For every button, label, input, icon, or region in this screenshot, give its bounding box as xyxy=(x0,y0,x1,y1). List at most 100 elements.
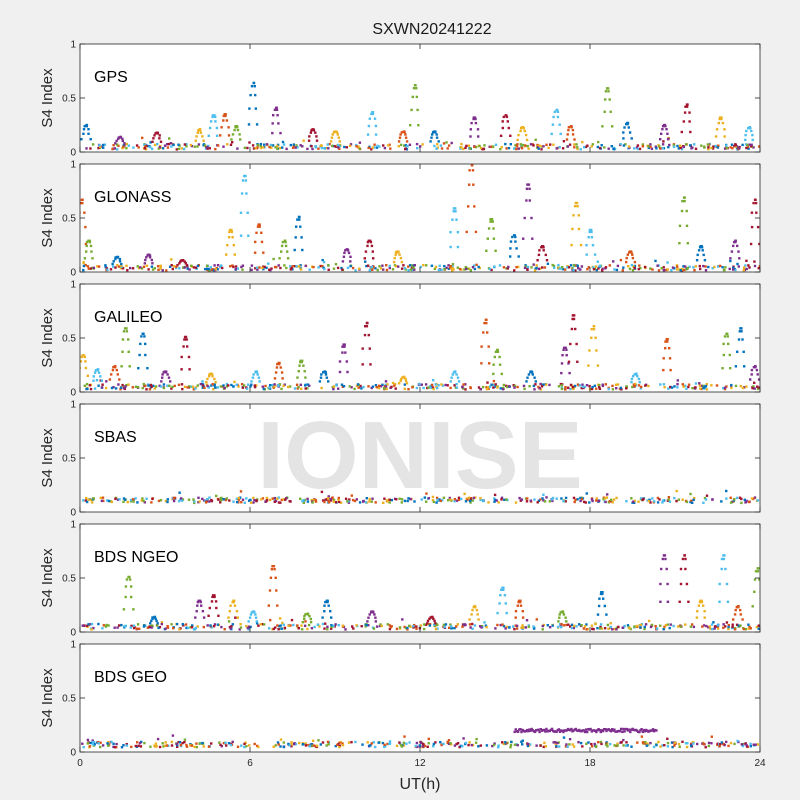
data-point xyxy=(125,330,129,333)
data-point xyxy=(121,137,124,141)
y-tick-label: 0 xyxy=(70,628,76,639)
data-point xyxy=(352,627,355,630)
data-point xyxy=(87,267,90,270)
data-point xyxy=(117,137,120,141)
data-point xyxy=(679,567,683,571)
data-point xyxy=(612,498,616,501)
data-point xyxy=(508,626,511,629)
data-point xyxy=(366,620,369,623)
data-point xyxy=(277,384,280,388)
data-point xyxy=(654,145,657,148)
data-point xyxy=(475,608,479,612)
data-point xyxy=(639,623,643,627)
data-point xyxy=(483,144,486,147)
data-point xyxy=(607,627,610,630)
y-axis-label: S4 Index xyxy=(39,308,56,368)
data-point xyxy=(483,321,486,325)
data-point xyxy=(160,621,164,624)
data-point xyxy=(537,728,540,731)
data-point xyxy=(509,240,513,243)
data-point xyxy=(122,386,126,390)
data-point xyxy=(426,619,430,623)
data-point xyxy=(493,384,496,387)
data-point xyxy=(661,744,664,747)
data-point xyxy=(196,131,199,134)
data-point xyxy=(338,370,342,374)
data-point xyxy=(479,146,483,150)
data-point xyxy=(570,327,574,331)
data-point xyxy=(295,383,299,386)
data-point xyxy=(208,126,212,130)
data-point xyxy=(732,499,736,502)
y-tick-label: 0.5 xyxy=(62,214,76,225)
data-point xyxy=(743,365,746,368)
data-point xyxy=(638,147,642,151)
data-point xyxy=(159,140,163,143)
data-point xyxy=(485,386,488,389)
data-point xyxy=(733,742,736,746)
data-point xyxy=(514,610,518,613)
data-point xyxy=(727,624,730,627)
data-point xyxy=(613,744,616,747)
data-point xyxy=(371,112,375,116)
data-point xyxy=(331,144,334,148)
data-point xyxy=(467,205,470,208)
data-point xyxy=(650,623,654,627)
data-point xyxy=(91,740,94,744)
data-point xyxy=(753,264,757,268)
data-point xyxy=(677,147,680,150)
data-point xyxy=(399,744,403,747)
data-point xyxy=(576,147,579,151)
data-point xyxy=(520,740,523,743)
data-point xyxy=(613,268,616,271)
data-point xyxy=(365,264,368,268)
data-point xyxy=(631,269,635,272)
data-point xyxy=(745,146,748,150)
data-point xyxy=(720,117,723,121)
data-point xyxy=(153,387,156,390)
data-point xyxy=(571,317,574,321)
data-point xyxy=(585,623,588,626)
data-point xyxy=(247,628,250,631)
data-point xyxy=(182,266,185,269)
data-point xyxy=(588,230,591,234)
data-point xyxy=(185,338,188,341)
y-tick-label: 1 xyxy=(70,640,76,651)
data-point xyxy=(203,144,207,147)
data-point xyxy=(323,147,326,150)
data-point xyxy=(252,496,255,500)
data-point xyxy=(540,148,543,151)
data-point xyxy=(400,501,403,504)
data-point xyxy=(558,123,561,126)
data-point xyxy=(676,268,679,271)
data-point xyxy=(183,338,186,341)
data-point xyxy=(644,741,647,744)
data-point xyxy=(630,381,633,384)
data-point xyxy=(636,375,639,378)
data-point xyxy=(189,626,192,629)
data-point xyxy=(513,730,516,734)
data-point xyxy=(698,382,701,385)
data-point xyxy=(496,386,499,389)
data-point xyxy=(596,145,599,149)
data-point xyxy=(324,622,327,625)
data-point xyxy=(164,627,167,630)
data-point xyxy=(435,622,438,626)
data-point xyxy=(658,145,661,148)
data-point xyxy=(648,498,651,501)
data-point xyxy=(524,133,528,137)
data-point xyxy=(236,267,239,270)
panel-label: SBAS xyxy=(94,429,137,446)
data-point xyxy=(560,387,564,391)
data-point xyxy=(255,123,259,126)
data-point xyxy=(170,740,173,744)
data-point xyxy=(619,143,622,146)
data-point xyxy=(409,268,413,271)
data-point xyxy=(604,90,608,93)
data-point xyxy=(664,347,667,350)
data-point xyxy=(571,314,575,317)
data-point xyxy=(668,626,671,630)
data-point xyxy=(456,266,459,269)
data-point xyxy=(358,141,362,144)
